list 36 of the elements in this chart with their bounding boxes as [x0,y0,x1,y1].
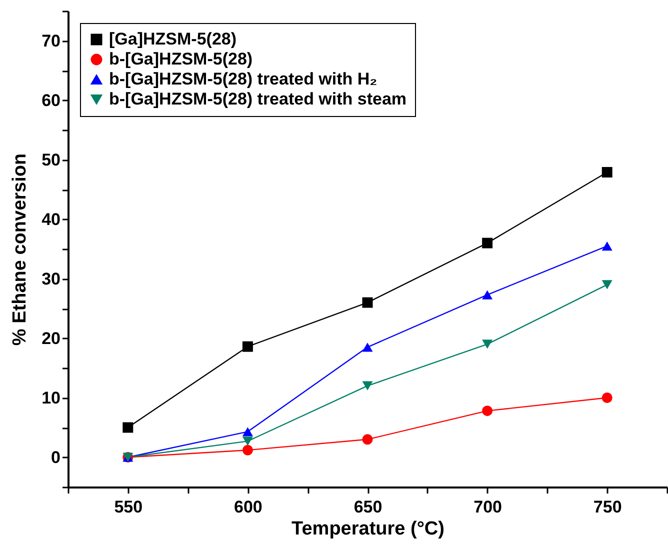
point [602,241,612,251]
x-tick-label: 550 [114,498,143,516]
point [362,297,373,308]
y-tick-label: 50 [42,150,60,170]
x-tick-label: 750 [593,498,622,516]
y-tick-label: 10 [42,388,60,408]
point [242,436,253,446]
y-tick-label: 20 [42,328,60,348]
legend-label: b-[Ga]HZSM-5(28) treated with H₂ [109,70,378,88]
point [242,427,253,436]
point [362,434,373,445]
point [482,290,493,300]
x-axis-title: Temperature (°C) [292,518,444,540]
point [602,392,612,403]
legend-label: [Ga]HZSM-5(28) [109,30,237,48]
y-axis-title: % Ethane conversion [10,153,31,346]
point [482,406,493,416]
legend-label: b-[Ga]HZSM-5(28) [109,50,253,68]
y-tick-label: 40 [42,210,60,229]
x-tick-label: 650 [354,498,382,516]
y-tick-label: 60 [42,90,60,110]
point [602,167,612,178]
x-tick-label: 700 [474,498,502,516]
x-tick-label: 600 [234,498,262,516]
point [122,422,134,433]
y-tick-label: 0 [51,448,60,467]
point [242,341,253,352]
legend-label: b-[Ga]HZSM-5(28) treated with steam [109,90,407,108]
point [482,340,493,349]
point [242,444,253,456]
y-tick-label: 70 [42,31,60,50]
y-tick-label: 30 [42,269,60,288]
point [482,238,493,248]
point [362,342,373,352]
point [362,381,373,390]
point [602,280,612,290]
